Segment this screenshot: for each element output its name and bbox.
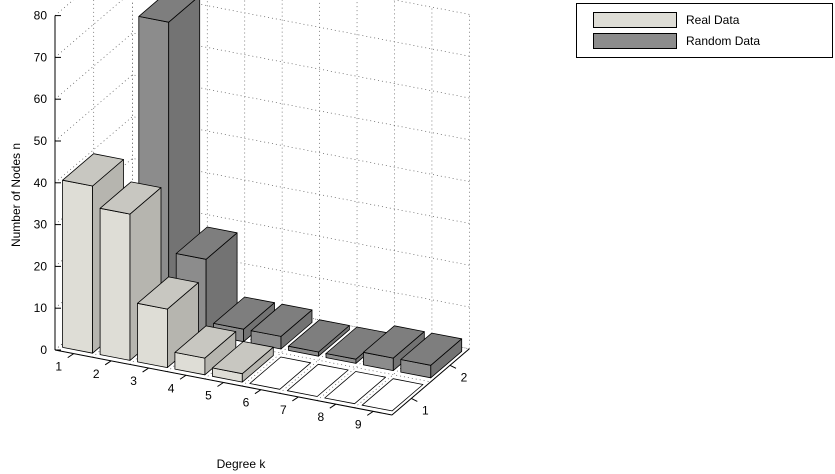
y-tick-label: 20 xyxy=(34,259,48,273)
legend-item-real: Real Data xyxy=(593,10,739,30)
bar-real-k7 xyxy=(286,363,349,397)
y-axis-label: Number of Nodes n xyxy=(9,143,23,247)
y-tick-label: 80 xyxy=(34,9,48,23)
y-tick-label: 70 xyxy=(34,50,48,64)
x-tick-label: 8 xyxy=(317,410,324,424)
legend-item-random: Random Data xyxy=(593,31,760,51)
chart-axes xyxy=(54,15,470,416)
y-tick-label: 60 xyxy=(34,92,48,106)
bar-random-k6 xyxy=(288,319,350,357)
legend-swatch-random xyxy=(593,33,677,49)
x-tick-label: 2 xyxy=(93,367,100,381)
x-tick-label: 5 xyxy=(205,388,212,402)
legend-swatch-real xyxy=(593,12,677,28)
bar-real-k5 xyxy=(211,341,274,383)
y-tick-label: 50 xyxy=(34,134,48,148)
bar-real-k8 xyxy=(324,371,387,405)
bar-real-k9 xyxy=(361,378,424,412)
chart-bars xyxy=(62,0,463,412)
x-tick-label: 1 xyxy=(55,360,62,374)
x-axis-label: Degree k xyxy=(217,457,267,471)
x-tick-label: 4 xyxy=(168,381,175,395)
y-tick-label: 0 xyxy=(40,343,47,357)
y-tick-label: 30 xyxy=(34,218,48,232)
legend-label-real: Real Data xyxy=(686,13,740,27)
x-tick-label: 3 xyxy=(130,374,137,388)
x-tick-label: 7 xyxy=(280,403,287,417)
legend-label-random: Random Data xyxy=(686,34,761,48)
bar-real-k6 xyxy=(249,356,312,390)
depth-tick-label: 2 xyxy=(461,370,468,384)
chart-legend: Real Data Random Data xyxy=(576,3,833,58)
depth-tick-label: 1 xyxy=(422,403,429,417)
x-tick-label: 6 xyxy=(243,396,250,410)
x-tick-label: 9 xyxy=(355,417,362,431)
y-tick-label: 10 xyxy=(34,301,48,315)
bar-real-k4 xyxy=(174,325,237,376)
bar-random-k9 xyxy=(400,332,463,379)
chart-labels: 0 10 20 30 40 50 60 70 80 1 2 3 4 5 6 7 8 9 1 2 xyxy=(34,9,468,432)
y-tick-label: 40 xyxy=(34,176,48,190)
